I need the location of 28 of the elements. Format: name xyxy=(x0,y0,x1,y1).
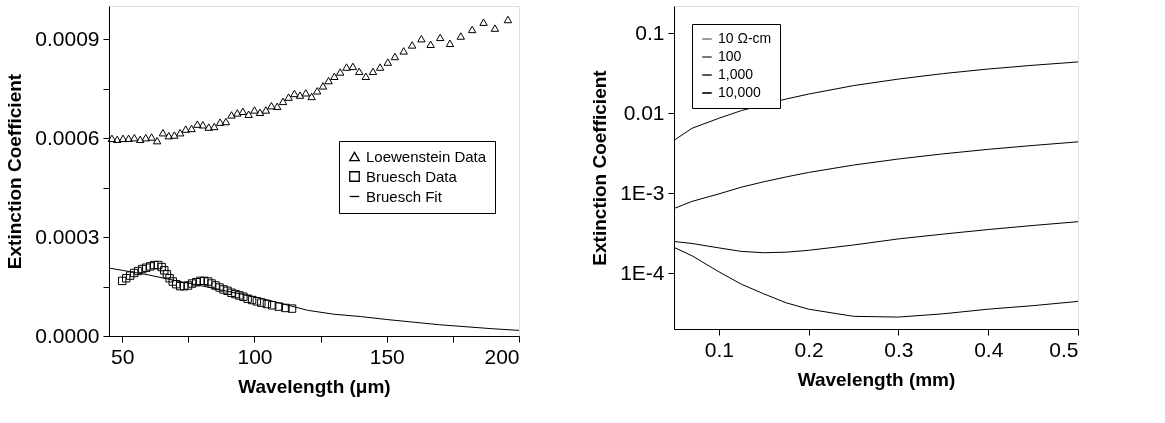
y-axis-title: Extinction Coefficient xyxy=(4,73,26,270)
legend-label: Bruesch Data xyxy=(366,167,458,185)
y-tick-label: 0.01 xyxy=(623,100,665,124)
x-tick-label: 100 xyxy=(237,344,273,368)
y-tick-label: 0.1 xyxy=(635,20,665,44)
y-axis-title: Extinction Coefficient xyxy=(589,69,611,266)
legend-label: 100 xyxy=(718,48,742,64)
x-tick-label: 0.4 xyxy=(974,337,1004,361)
y-tick-label: 1E-3 xyxy=(620,180,665,204)
x-tick-label: 200 xyxy=(484,344,520,368)
x-tick-label: 50 xyxy=(111,344,135,368)
x-tick-label: 0.3 xyxy=(884,337,914,361)
x-tick-label: 0.5 xyxy=(1049,337,1079,361)
legend-label: Bruesch Fit xyxy=(366,187,443,205)
legend-label: 10 Ω-cm xyxy=(718,30,772,46)
x-axis-title: Wavelength (mm) xyxy=(797,368,956,390)
y-tick-label: 0.0003 xyxy=(35,224,100,248)
y-tick-label: 0.0006 xyxy=(35,125,100,149)
legend-label: 10,000 xyxy=(718,84,762,100)
legend-label: Loewenstein Data xyxy=(366,147,487,165)
y-tick-label: 0.0000 xyxy=(35,323,100,347)
x-axis-title: Wavelength (μm) xyxy=(238,375,391,397)
y-tick-label: 0.0009 xyxy=(35,26,100,50)
x-tick-label: 0.2 xyxy=(794,337,824,361)
x-tick-label: 150 xyxy=(369,344,405,368)
legend-label: 1,000 xyxy=(718,66,754,82)
x-tick-label: 0.1 xyxy=(704,337,734,361)
y-tick-label: 1E-4 xyxy=(620,260,665,284)
